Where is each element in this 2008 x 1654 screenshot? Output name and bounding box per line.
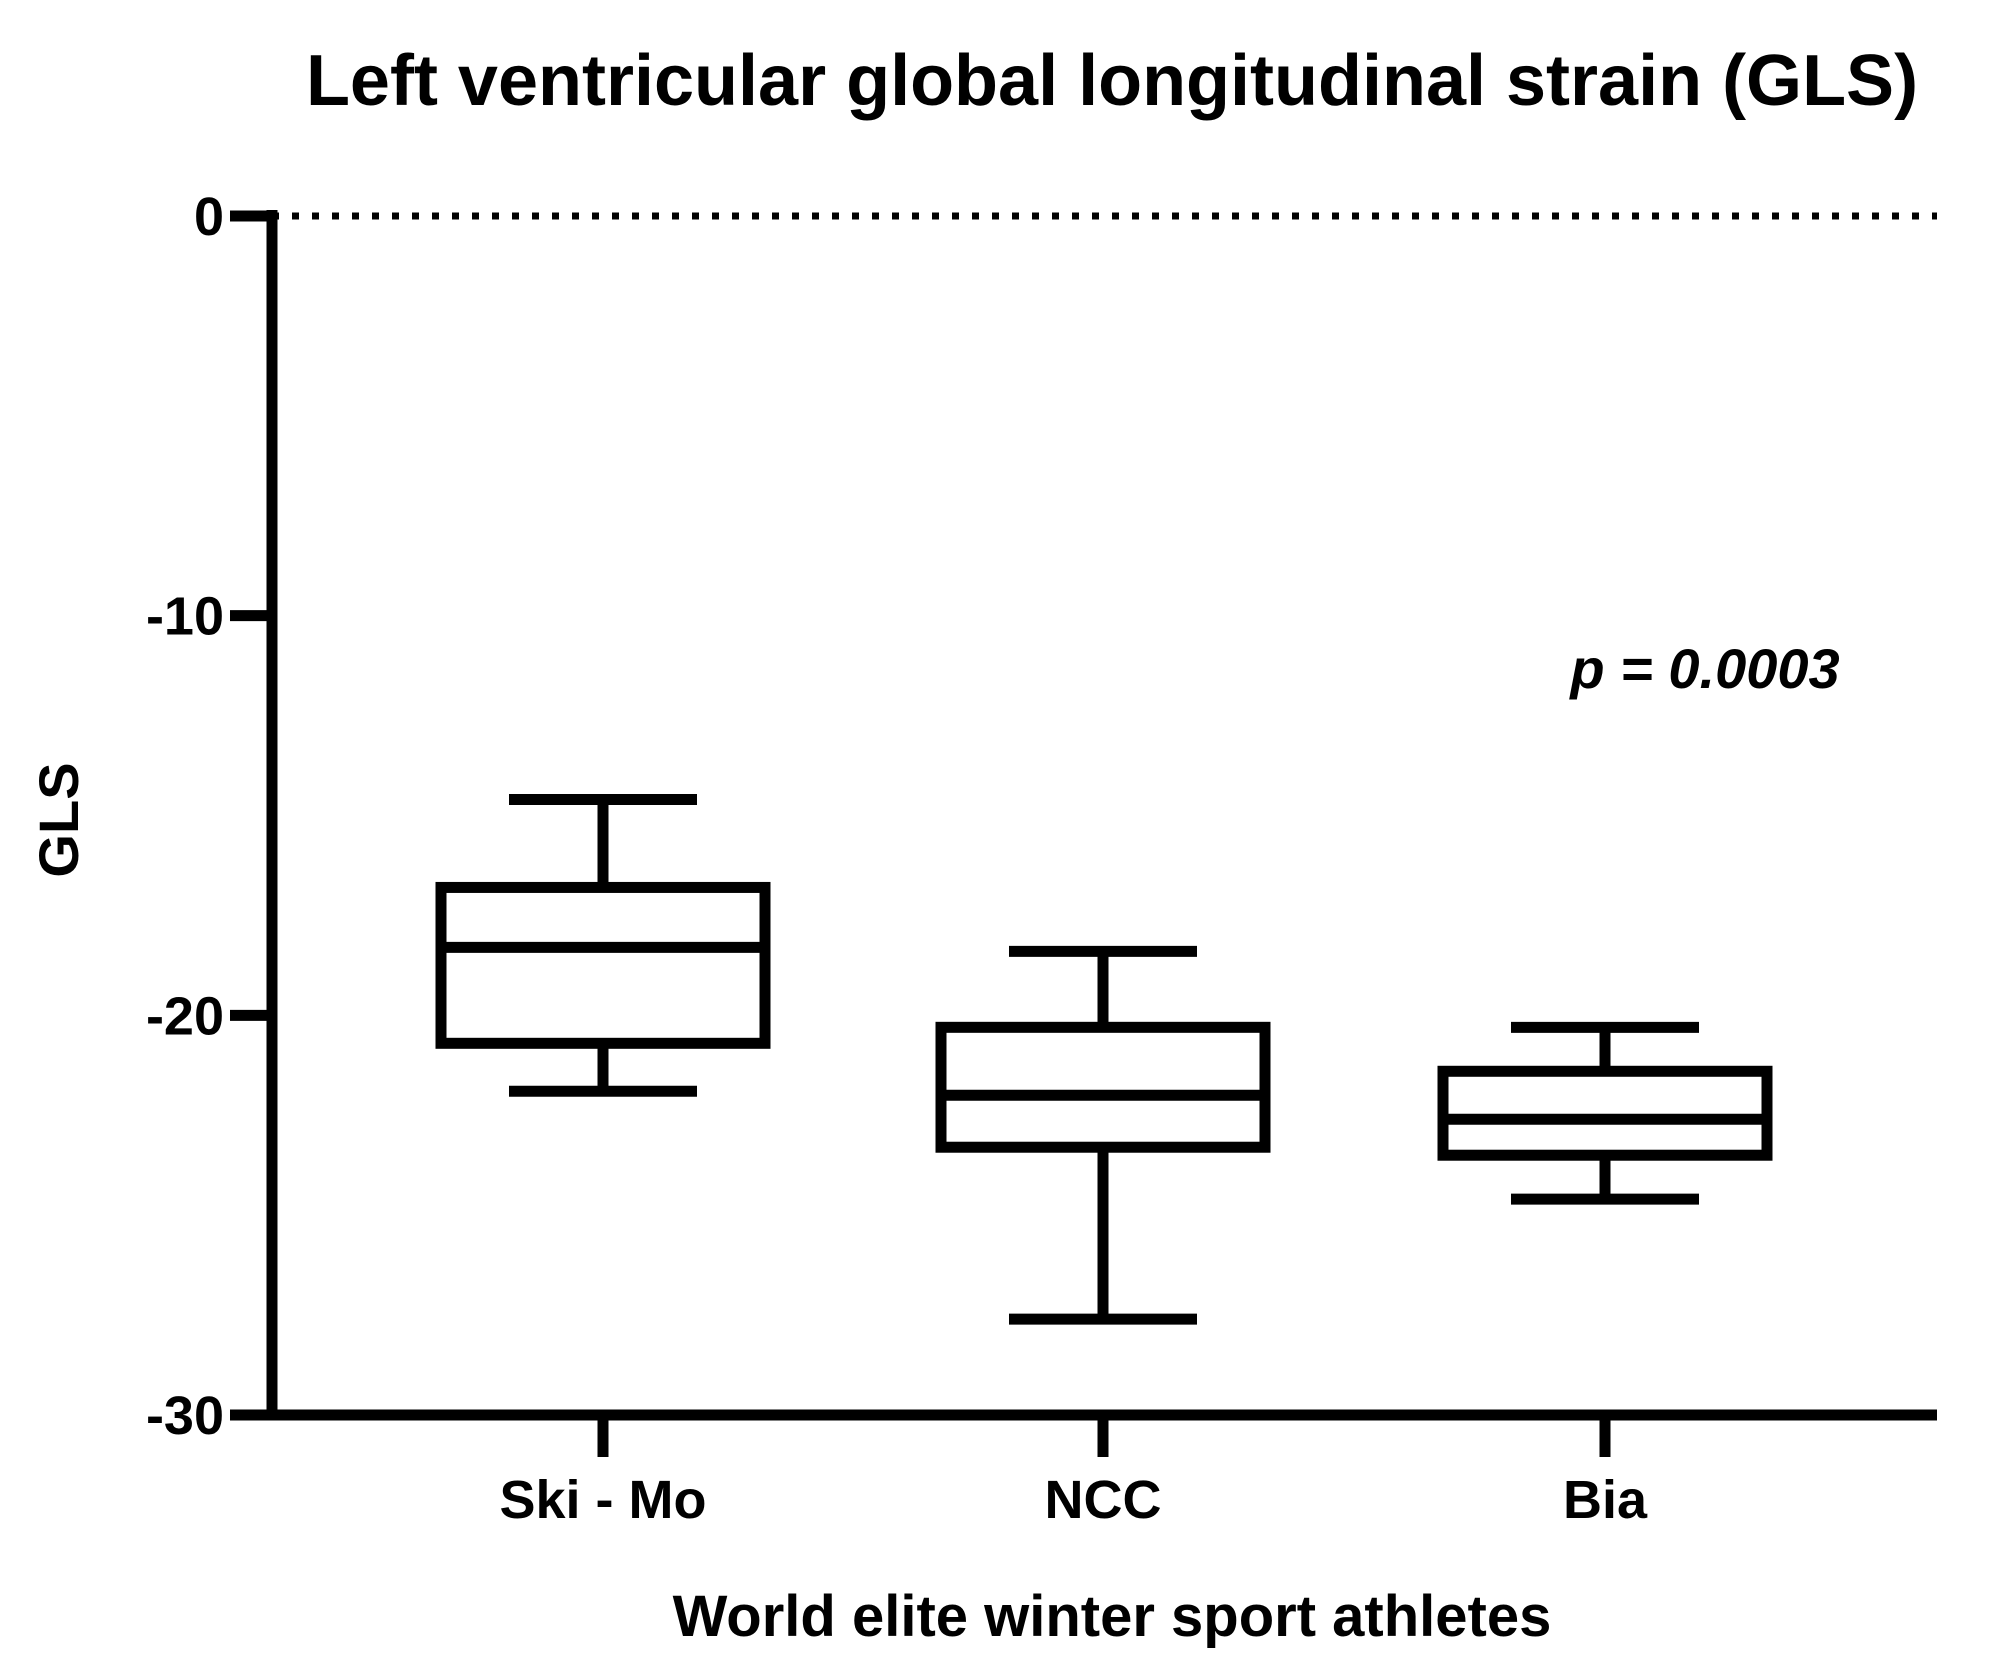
x-tick-label: Ski - Mo	[499, 1470, 706, 1530]
x-tick-label: NCC	[1045, 1470, 1162, 1530]
chart-title: Left ventricular global longitudinal str…	[306, 41, 1918, 121]
y-tick-label: -30	[146, 1386, 224, 1446]
y-tick-label: -10	[146, 587, 224, 647]
box-ski-mo	[435, 881, 771, 1049]
p-value-annotation: p = 0.0003	[1568, 637, 1839, 700]
plot-area: 0 -10 -20 -30 Ski - Mo NCC Bia	[146, 187, 1937, 1530]
x-tick-label: Bia	[1563, 1470, 1648, 1530]
x-axis-label: World elite winter sport athletes	[673, 1584, 1552, 1649]
y-axis-label: GLS	[27, 762, 90, 877]
box-bia	[1437, 1065, 1773, 1161]
y-tick-label: 0	[194, 187, 224, 247]
y-tick-label: -20	[146, 986, 224, 1046]
box-ncc	[935, 1021, 1271, 1153]
